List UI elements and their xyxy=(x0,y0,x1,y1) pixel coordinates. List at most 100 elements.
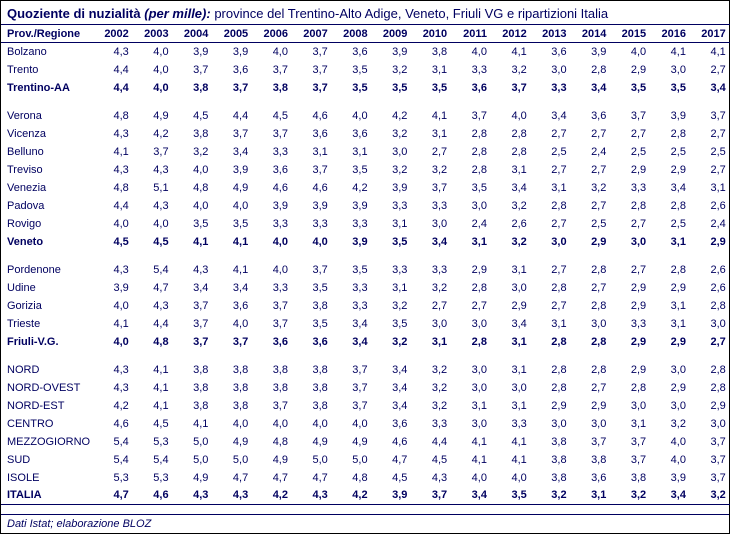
cell-value: 2,9 xyxy=(690,397,730,415)
cell-value: 3,9 xyxy=(212,43,252,61)
cell-value: 3,1 xyxy=(571,487,611,505)
table-row: ITALIA4,74,64,34,34,24,34,23,93,73,43,53… xyxy=(1,487,730,505)
cell-value: 4,1 xyxy=(212,261,252,279)
cell-value: 4,0 xyxy=(252,43,292,61)
cell-value: 3,6 xyxy=(292,125,332,143)
cell-value: 3,7 xyxy=(292,43,332,61)
cell-value: 4,1 xyxy=(93,315,133,333)
data-table: Prov./Regione200220032004200520062007200… xyxy=(1,24,730,505)
cell-value: 2,8 xyxy=(451,279,491,297)
cell-value: 3,6 xyxy=(372,415,412,433)
cell-value: 3,8 xyxy=(173,379,213,397)
cell-value: 2,9 xyxy=(610,361,650,379)
cell-value: 5,0 xyxy=(212,451,252,469)
cell-value: 3,0 xyxy=(650,361,690,379)
cell-value: 3,1 xyxy=(372,279,412,297)
cell-value: 2,4 xyxy=(690,215,730,233)
cell-value: 5,4 xyxy=(133,451,173,469)
col-year: 2012 xyxy=(491,25,531,43)
cell-value: 3,8 xyxy=(292,361,332,379)
col-year: 2014 xyxy=(571,25,611,43)
row-label: CENTRO xyxy=(1,415,93,433)
cell-value: 2,8 xyxy=(451,333,491,351)
col-label: Prov./Regione xyxy=(1,25,93,43)
cell-value: 2,8 xyxy=(531,379,571,397)
cell-value: 3,0 xyxy=(451,315,491,333)
cell-value: 2,9 xyxy=(571,397,611,415)
cell-value: 4,7 xyxy=(372,451,412,469)
table-row xyxy=(1,251,730,261)
cell-value: 3,8 xyxy=(531,469,571,487)
cell-value: 3,4 xyxy=(571,79,611,97)
cell-value: 5,4 xyxy=(133,261,173,279)
cell-value: 4,8 xyxy=(133,333,173,351)
cell-value: 4,9 xyxy=(292,433,332,451)
cell-value: 3,7 xyxy=(173,333,213,351)
cell-value: 4,3 xyxy=(133,297,173,315)
row-label: NORD-EST xyxy=(1,397,93,415)
cell-value: 2,7 xyxy=(531,215,571,233)
cell-value: 3,7 xyxy=(610,107,650,125)
cell-value: 4,5 xyxy=(173,107,213,125)
cell-value: 4,3 xyxy=(93,361,133,379)
cell-value: 3,8 xyxy=(173,361,213,379)
cell-value: 2,9 xyxy=(650,161,690,179)
cell-value: 2,4 xyxy=(571,143,611,161)
cell-value: 3,0 xyxy=(372,143,412,161)
cell-value: 3,5 xyxy=(173,215,213,233)
cell-value: 4,8 xyxy=(93,107,133,125)
cell-value: 2,8 xyxy=(650,261,690,279)
cell-value: 3,7 xyxy=(292,61,332,79)
cell-value: 2,8 xyxy=(451,161,491,179)
table-row: Friuli-V.G.4,04,83,73,73,63,63,43,23,12,… xyxy=(1,333,730,351)
cell-value: 4,1 xyxy=(133,361,173,379)
cell-value: 4,1 xyxy=(491,451,531,469)
cell-value: 4,2 xyxy=(332,487,372,505)
cell-value: 3,5 xyxy=(372,233,412,251)
col-year: 2007 xyxy=(292,25,332,43)
cell-value: 2,8 xyxy=(531,333,571,351)
cell-value: 2,7 xyxy=(411,143,451,161)
cell-value: 4,0 xyxy=(491,107,531,125)
cell-value: 4,3 xyxy=(133,161,173,179)
table-row: MEZZOGIORNO5,45,35,04,94,84,94,94,64,44,… xyxy=(1,433,730,451)
cell-value: 4,0 xyxy=(252,415,292,433)
col-year: 2002 xyxy=(93,25,133,43)
cell-value: 3,8 xyxy=(610,469,650,487)
row-label: NORD xyxy=(1,361,93,379)
table-title: Quoziente di nuzialità (per mille): prov… xyxy=(1,1,729,24)
cell-value: 3,6 xyxy=(571,107,611,125)
cell-value: 4,0 xyxy=(252,261,292,279)
row-label: Trieste xyxy=(1,315,93,333)
cell-value: 4,0 xyxy=(173,197,213,215)
cell-value: 3,9 xyxy=(571,43,611,61)
cell-value: 2,5 xyxy=(571,215,611,233)
cell-value: 2,8 xyxy=(451,143,491,161)
cell-value: 2,8 xyxy=(531,279,571,297)
cell-value: 3,0 xyxy=(531,415,571,433)
cell-value: 3,7 xyxy=(451,107,491,125)
table-body: Bolzano4,34,03,93,94,03,73,63,93,84,04,1… xyxy=(1,43,730,505)
cell-value: 4,5 xyxy=(133,415,173,433)
cell-value: 3,7 xyxy=(212,125,252,143)
cell-value: 4,1 xyxy=(212,233,252,251)
cell-value: 4,0 xyxy=(332,415,372,433)
cell-value: 5,0 xyxy=(173,451,213,469)
cell-value: 4,7 xyxy=(93,487,133,505)
cell-value: 5,3 xyxy=(133,433,173,451)
cell-value: 2,7 xyxy=(571,197,611,215)
cell-value: 2,8 xyxy=(491,143,531,161)
cell-value: 3,3 xyxy=(332,215,372,233)
cell-value: 3,8 xyxy=(173,125,213,143)
cell-value: 3,8 xyxy=(212,397,252,415)
cell-value: 3,9 xyxy=(252,197,292,215)
cell-value: 3,1 xyxy=(451,233,491,251)
cell-value: 3,5 xyxy=(332,261,372,279)
cell-value: 3,1 xyxy=(650,315,690,333)
col-year: 2015 xyxy=(610,25,650,43)
cell-value: 3,7 xyxy=(610,451,650,469)
cell-value: 2,8 xyxy=(690,379,730,397)
cell-value: 2,8 xyxy=(571,61,611,79)
cell-value: 3,2 xyxy=(690,487,730,505)
cell-value: 3,2 xyxy=(411,397,451,415)
